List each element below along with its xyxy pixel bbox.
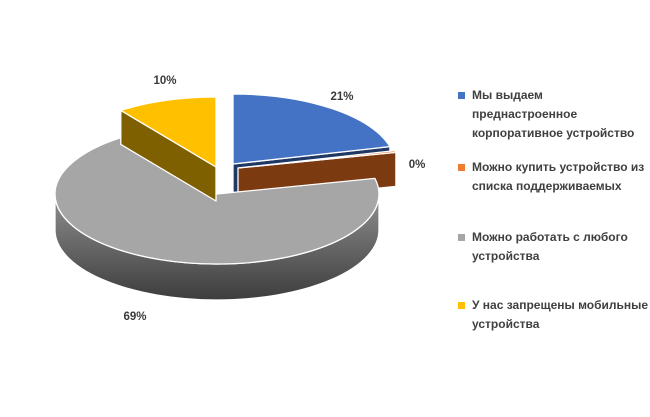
legend-item-corporate-device: Мы выдаем преднастроенное корпоративное … [452,86,650,143]
legend-label: Мы выдаем преднастроенное корпоративное … [472,88,635,140]
legend-label: Можно купить устройство из списка поддер… [472,160,645,193]
data-label-orange-0: 0% [408,159,426,171]
legend-item-any-device: Можно работать с любого устройства [452,228,650,266]
legend-item-mobile-banned: У нас запрещены мобильные устройства [452,296,650,334]
legend-label: У нас запрещены мобильные устройства [472,298,649,331]
legend-item-buy-from-list: Можно купить устройство из списка поддер… [452,158,650,196]
data-label-blue-21: 21% [330,91,354,103]
legend-label: Можно работать с любого устройства [472,230,628,263]
legend-marker-yellow-icon [458,302,465,309]
data-label-yellow-10: 10% [153,75,177,87]
legend-marker-gray-icon [458,234,465,241]
data-label-gray-69: 69% [123,311,147,323]
legend-marker-blue-icon [458,92,465,99]
legend-marker-orange-icon [458,164,465,171]
legend: Мы выдаем преднастроенное корпоративное … [452,0,650,417]
